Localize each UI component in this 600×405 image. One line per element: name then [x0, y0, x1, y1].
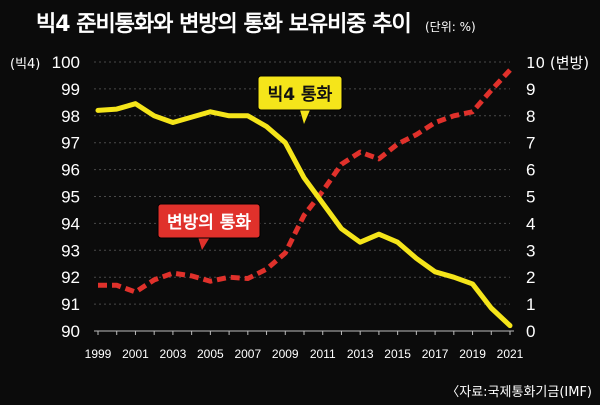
right-tick-label: 8 — [526, 107, 535, 126]
legend-label-periphery: 변방의 통화 — [167, 213, 251, 233]
right-tick-label: 0 — [526, 322, 535, 341]
series-line-periphery — [98, 68, 512, 295]
x-tick-label: 2017 — [422, 347, 449, 361]
unit-label: (단위: %) — [425, 20, 476, 34]
x-tick-label: 2007 — [234, 347, 261, 361]
chart-title: 빅4 준비통화와 변방의 통화 보유비중 추이 — [36, 12, 412, 37]
source-note: 〈자료:국제통화기금(IMF) — [446, 385, 592, 400]
x-tick-label: 2015 — [384, 347, 411, 361]
left-tick-label: 90 — [61, 322, 80, 341]
legend-pointer-big4 — [300, 110, 310, 124]
left-tick-label: 94 — [61, 214, 80, 233]
left-axis-label: (빅4) — [10, 57, 40, 72]
left-tick-label: 93 — [61, 241, 80, 260]
x-tick-label: 2003 — [160, 347, 187, 361]
x-tick-label: 2013 — [347, 347, 374, 361]
legend-label-big4: 빅4 통화 — [268, 85, 333, 105]
x-tick-label: 2019 — [459, 347, 486, 361]
series-line-big4 — [95, 101, 513, 329]
right-tick-label: 7 — [526, 134, 535, 153]
right-tick-label: 2 — [526, 268, 535, 287]
right-tick-label: 4 — [526, 214, 535, 233]
left-tick-label: 99 — [61, 80, 80, 99]
legend-box-periphery — [157, 203, 261, 239]
right-tick-label: 1 — [526, 295, 535, 314]
legend-pointer-periphery — [198, 237, 210, 250]
legend-box-big4 — [257, 75, 343, 111]
x-tick-label: 2021 — [497, 347, 524, 361]
right-tick-label: 9 — [526, 80, 535, 99]
left-tick-label: 96 — [61, 161, 80, 180]
x-tick-label: 1999 — [85, 347, 112, 361]
x-tick-label: 2001 — [122, 347, 149, 361]
left-tick-label: 97 — [61, 134, 80, 153]
right-tick-label: 6 — [526, 161, 535, 180]
x-tick-label: 2009 — [272, 347, 299, 361]
left-tick-label: 98 — [61, 107, 80, 126]
x-tick-label: 2005 — [197, 347, 224, 361]
right-tick-label: 3 — [526, 241, 535, 260]
left-tick-label: 95 — [61, 188, 80, 207]
left-tick-label: 91 — [61, 295, 80, 314]
left-tick-label: 92 — [61, 268, 80, 287]
right-tick-label: 5 — [526, 188, 535, 207]
x-tick-label: 2011 — [310, 347, 336, 361]
right-axis-label: 10 (변방) — [526, 54, 589, 72]
left-tick-label: 100 — [52, 53, 80, 72]
